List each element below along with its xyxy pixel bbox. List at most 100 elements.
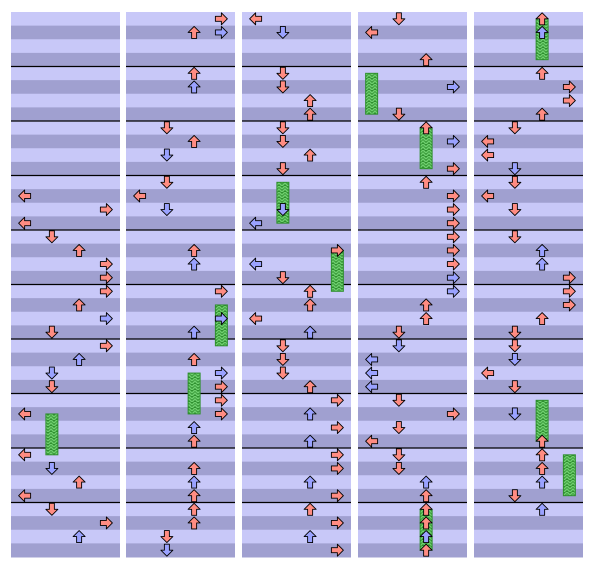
arrow-up-icon <box>535 107 549 121</box>
row-stripe <box>358 516 467 531</box>
arrow-up-icon <box>187 502 201 516</box>
row-stripe <box>242 379 351 394</box>
row-stripe <box>242 407 351 422</box>
row-stripe <box>126 39 235 54</box>
arrow-down-icon <box>508 203 522 217</box>
row-stripe <box>11 516 120 531</box>
row-stripe <box>242 502 351 517</box>
row-stripe <box>11 529 120 544</box>
row-stripe <box>474 488 583 503</box>
row-stripe <box>242 175 351 190</box>
row-stripe <box>126 298 235 313</box>
arrow-down-icon <box>508 230 522 244</box>
row-stripe <box>242 516 351 531</box>
arrow-up-icon <box>419 175 433 189</box>
row-stripe <box>11 298 120 313</box>
row-stripe <box>242 12 351 27</box>
arrow-right-icon <box>214 407 228 421</box>
arrow-up-icon <box>187 475 201 489</box>
row-stripe <box>11 107 120 122</box>
arrow-right-icon <box>446 162 460 176</box>
arrow-down-icon <box>392 421 406 435</box>
hold-note <box>276 181 290 224</box>
row-stripe <box>474 202 583 217</box>
arrow-down-icon <box>276 339 290 353</box>
arrow-up-icon <box>187 243 201 257</box>
row-stripe <box>242 66 351 81</box>
row-stripe <box>358 393 467 408</box>
row-stripe <box>474 243 583 258</box>
row-stripe <box>474 25 583 40</box>
row-stripe <box>242 529 351 544</box>
arrow-up-icon <box>535 448 549 462</box>
row-stripe <box>11 175 120 190</box>
arrow-up-icon <box>187 461 201 475</box>
row-stripe <box>474 529 583 544</box>
row-stripe <box>474 393 583 408</box>
row-stripe <box>126 230 235 245</box>
row-stripe <box>126 25 235 40</box>
row-stripe <box>11 420 120 435</box>
row-stripe <box>242 148 351 163</box>
arrow-down-icon <box>276 25 290 39</box>
row-stripe <box>242 488 351 503</box>
row-stripe <box>474 270 583 285</box>
row-stripe <box>474 230 583 245</box>
row-stripe <box>11 202 120 217</box>
row-stripe <box>474 175 583 190</box>
row-stripe <box>126 379 235 394</box>
arrow-left-icon <box>18 448 32 462</box>
arrow-right-icon <box>214 380 228 394</box>
arrow-down-icon <box>508 175 522 189</box>
arrow-right-icon <box>99 257 113 271</box>
chart-column-3 <box>242 12 351 558</box>
row-stripe <box>126 434 235 449</box>
arrow-left-icon <box>249 216 263 230</box>
arrow-up-icon <box>187 352 201 366</box>
arrow-up-icon <box>72 243 86 257</box>
row-stripe <box>11 80 120 95</box>
arrow-up-icon <box>535 12 549 26</box>
row-stripe <box>242 189 351 204</box>
row-stripe <box>242 475 351 490</box>
row-stripe <box>11 311 120 326</box>
arrow-left-icon <box>249 12 263 26</box>
row-stripe <box>126 148 235 163</box>
row-stripe <box>358 216 467 231</box>
arrow-up-icon <box>535 475 549 489</box>
row-stripe <box>11 339 120 354</box>
arrow-down-icon <box>160 121 174 135</box>
row-stripe <box>358 529 467 544</box>
row-stripe <box>126 325 235 340</box>
arrow-down-icon <box>160 530 174 544</box>
row-stripe <box>11 502 120 517</box>
arrow-down-icon <box>508 325 522 339</box>
row-stripe <box>358 407 467 422</box>
row-stripe <box>242 107 351 122</box>
row-stripe <box>11 66 120 81</box>
arrow-up-icon <box>187 80 201 94</box>
row-stripe <box>242 339 351 354</box>
arrow-down-icon <box>276 162 290 176</box>
row-stripe <box>474 52 583 67</box>
arrow-down-icon <box>276 121 290 135</box>
arrow-down-icon <box>160 203 174 217</box>
arrow-right-icon <box>330 448 344 462</box>
row-stripe <box>11 121 120 136</box>
row-stripe <box>242 230 351 245</box>
arrow-right-icon <box>562 80 576 94</box>
row-stripe <box>358 230 467 245</box>
arrow-up-icon <box>72 352 86 366</box>
row-stripe <box>358 66 467 81</box>
row-stripe <box>126 202 235 217</box>
arrow-up-icon <box>187 489 201 503</box>
row-stripe <box>358 352 467 367</box>
arrow-right-icon <box>446 216 460 230</box>
row-stripe <box>242 121 351 136</box>
arrow-left-icon <box>481 148 495 162</box>
arrow-left-icon <box>249 312 263 326</box>
arrow-down-icon <box>392 461 406 475</box>
hold-note <box>187 372 201 415</box>
arrow-up-icon <box>535 25 549 39</box>
row-stripe <box>126 529 235 544</box>
